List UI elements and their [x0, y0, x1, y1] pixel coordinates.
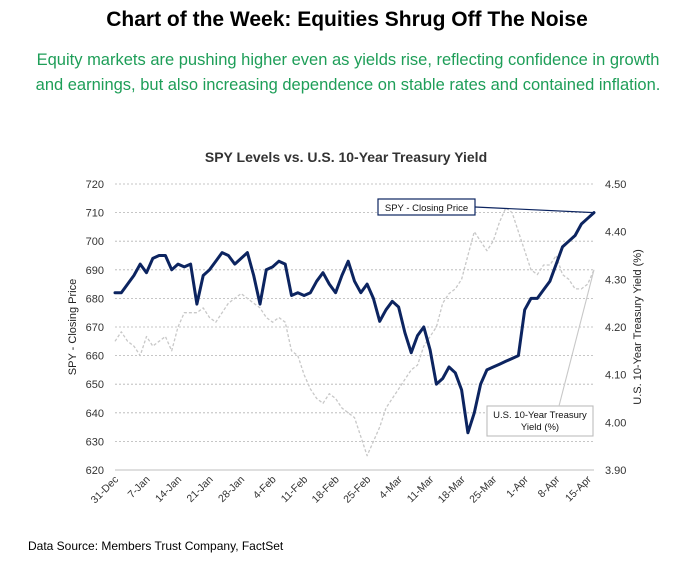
y-axis-left-label: SPY - Closing Price [67, 279, 79, 375]
annotation-text-yield: Yield (%) [521, 422, 559, 433]
x-tick-label: 4-Feb [251, 474, 279, 502]
annotation-box-yield [486, 405, 594, 437]
y-tick-label-left: 700 [86, 236, 104, 248]
y-tick-label-left: 680 [86, 293, 104, 305]
y-tick-label-left: 670 [86, 322, 104, 334]
y-tick-label-right: 4.00 [605, 417, 626, 429]
x-tick-label: 11-Feb [279, 474, 311, 506]
series-line-treasury-yield [114, 207, 595, 457]
x-tick-label: 28-Jan [216, 474, 247, 505]
y-tick-label-right: 4.10 [605, 370, 626, 382]
y-tick-label-left: 620 [86, 465, 104, 477]
y-tick-label-right: 3.90 [605, 465, 626, 477]
subtitle: Equity markets are pushing higher even a… [35, 51, 661, 94]
annotation-text-spy: SPY - Closing Price [385, 203, 468, 214]
x-axis: 31-Dec 7-Jan 14-Jan 21-Jan 28-Jan 4-Feb 11-Feb… [89, 469, 594, 506]
x-tick-label: 14-Jan [153, 474, 184, 505]
y-axis-left: 720 710 700 690 680 670 660 650 640 630 620 [86, 179, 104, 477]
y-tick-label-left: 660 [86, 351, 104, 363]
y-tick-label-left: 630 [86, 436, 104, 448]
x-tick-label: 18-Feb [310, 474, 342, 506]
annotation-text-yield: U.S. 10-Year Treasury [493, 410, 587, 421]
y-tick-label-right: 4.20 [605, 322, 626, 334]
x-tick-label: 25-Mar [467, 473, 499, 505]
x-tick-label: 21-Jan [184, 474, 215, 505]
chart-title: SPY Levels vs. U.S. 10-Year Treasury Yie… [205, 149, 487, 165]
y-tick-label-right: 4.40 [605, 227, 626, 239]
y-tick-label-left: 720 [86, 179, 104, 191]
x-tick-label: 8-Apr [536, 473, 563, 500]
x-tick-label: 25-Feb [341, 474, 373, 506]
series-layer [113, 207, 596, 457]
x-tick-label: 7-Jan [126, 474, 153, 501]
y-tick-label-left: 650 [86, 379, 104, 391]
x-tick-label: 4-Mar [377, 473, 405, 501]
y-axis-right: 4.50 4.40 4.30 4.20 4.10 4.00 3.90 [605, 179, 626, 477]
page-title: Chart of the Week: Equities Shrug Off Th… [106, 8, 588, 31]
annotation-layer: SPY - Closing Price U.S. 10-Year Treasury… [377, 198, 595, 437]
x-tick-label: 18-Mar [436, 473, 468, 505]
x-tick-label: 11-Mar [405, 473, 437, 505]
y-tick-label-right: 4.50 [605, 179, 626, 191]
y-tick-label-right: 4.30 [605, 274, 626, 286]
annotation-leader-yield [558, 269, 595, 407]
series-line-spy [113, 211, 596, 435]
y-tick-label-left: 690 [86, 265, 104, 277]
x-tick-label: 15-Apr [563, 473, 594, 504]
y-tick-label-left: 640 [86, 408, 104, 420]
data-source: Data Source: Members Trust Company, Fact… [28, 539, 284, 553]
x-tick-label: 31-Dec [89, 474, 121, 506]
y-tick-label-left: 710 [86, 208, 104, 220]
y-axis-right-label: U.S. 10-Year Treasury Yield (%) [632, 249, 644, 405]
x-tick-label: 1-Apr [504, 473, 531, 500]
chart: SPY Levels vs. U.S. 10-Year Treasury Yie… [67, 149, 644, 506]
annotation-leader-spy [474, 206, 595, 214]
